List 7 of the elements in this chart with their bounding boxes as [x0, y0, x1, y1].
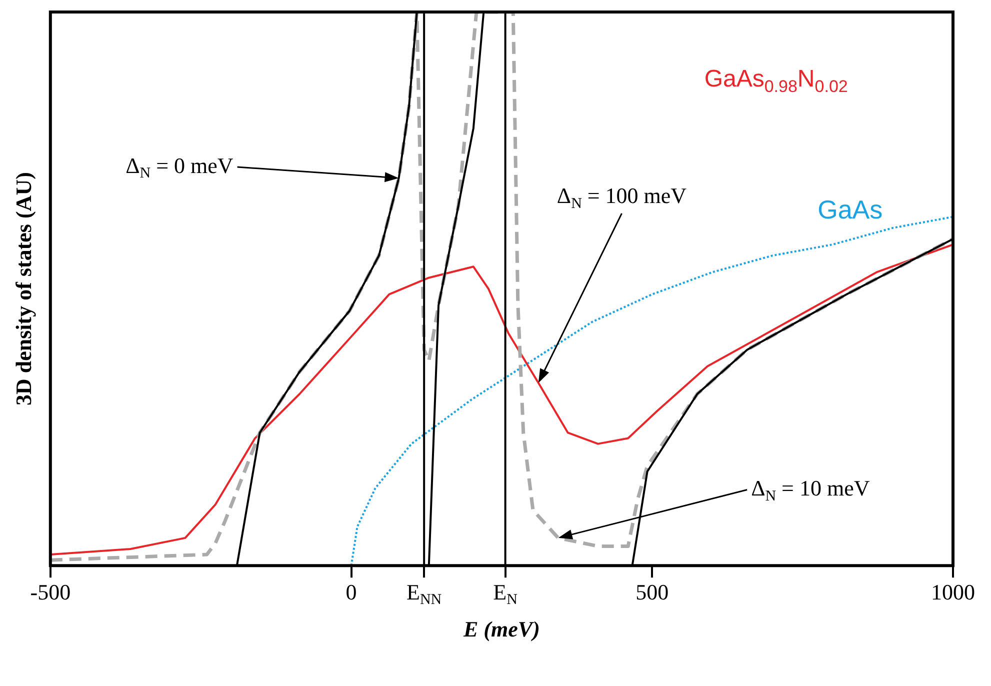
x-axis-title: E (meV): [462, 616, 540, 642]
x-tick-label: 1000: [931, 579, 975, 604]
y-axis-title: 3D density of states (AU): [10, 172, 36, 406]
x-tick-label: -500: [30, 579, 71, 604]
x-tick-label: 0: [346, 579, 357, 604]
series-label: GaAs: [818, 194, 883, 224]
x-tick-label: 500: [636, 579, 669, 604]
